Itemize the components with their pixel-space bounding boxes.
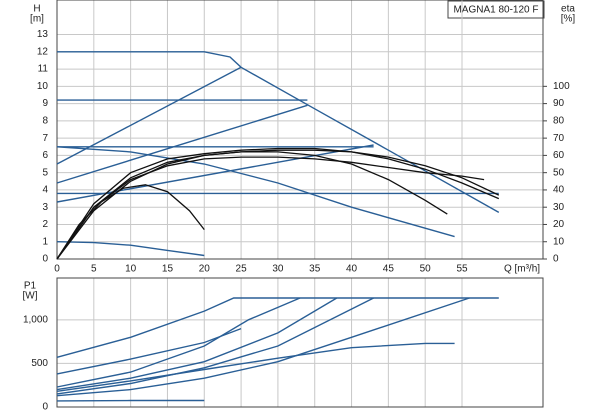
y-tick-label: 3 [42,202,48,213]
curve [56,104,308,184]
y-tick-label: 500 [31,358,48,369]
curve [56,327,242,375]
curve [56,156,485,260]
y-tick-label: 2 [42,219,48,230]
y2-tick-label: 30 [553,202,565,213]
y-tick-label: 0 [42,254,48,265]
curve [56,297,301,388]
annotation: MAGNA1 80-120 F [453,5,538,16]
y2-tick-label: 20 [553,219,565,230]
y2-label: [%] [561,14,576,25]
y2-tick-label: 50 [553,167,565,178]
x-label: Q [m³/h] [504,264,540,275]
plot-frame [56,0,544,260]
curve [56,146,455,238]
y2-tick-label: 60 [553,150,565,161]
x-tick-label: 45 [383,264,395,275]
curve [56,297,374,395]
x-tick-label: 55 [456,264,468,275]
curve [56,297,470,397]
y-tick-label: 10 [37,81,49,92]
y-label: [W] [23,291,38,302]
x-tick-label: 15 [162,264,174,275]
y-label: H [33,4,40,15]
x-tick-label: 35 [309,264,321,275]
x-tick-label: 5 [91,264,97,275]
plot-frame [56,277,544,408]
y-tick-label: 13 [37,29,49,40]
y-tick-label: 7 [42,133,48,144]
curve [57,51,500,214]
y2-tick-label: 80 [553,116,565,127]
y-tick-label: 4 [42,185,48,196]
y2-tick-label: 40 [553,185,565,196]
curve [56,147,500,260]
y2-tick-label: 10 [553,236,565,247]
curve [56,342,455,392]
y-tick-label: 1,000 [23,314,48,325]
y-tick-label: 9 [42,98,48,109]
y-tick-label: 8 [42,116,48,127]
x-tick-label: 0 [54,264,60,275]
curve [56,151,448,260]
curve [56,297,499,358]
y-tick-label: 12 [37,46,49,57]
curve [56,297,338,391]
y-tick-label: 11 [38,64,49,75]
x-tick-label: 20 [199,264,211,275]
y2-tick-label: 70 [553,133,565,144]
y2-tick-label: 100 [553,81,570,92]
y-label: P1 [24,281,37,292]
curve [56,241,205,257]
y2-label: eta [561,4,575,15]
curve [56,66,242,165]
curve [56,149,500,260]
y-tick-label: 6 [42,150,48,161]
x-tick-label: 30 [272,264,284,275]
x-tick-label: 10 [125,264,137,275]
y2-tick-label: 0 [553,254,559,265]
y-tick-label: 5 [42,167,48,178]
x-tick-label: 25 [236,264,248,275]
y2-tick-label: 90 [553,98,565,109]
y-tick-label: 0 [42,402,48,413]
x-tick-label: 40 [346,264,358,275]
y-label: [m] [30,14,44,25]
x-tick-label: 50 [420,264,432,275]
annotation-box [447,0,545,19]
curve [56,144,374,203]
y-tick-label: 1 [42,236,48,247]
